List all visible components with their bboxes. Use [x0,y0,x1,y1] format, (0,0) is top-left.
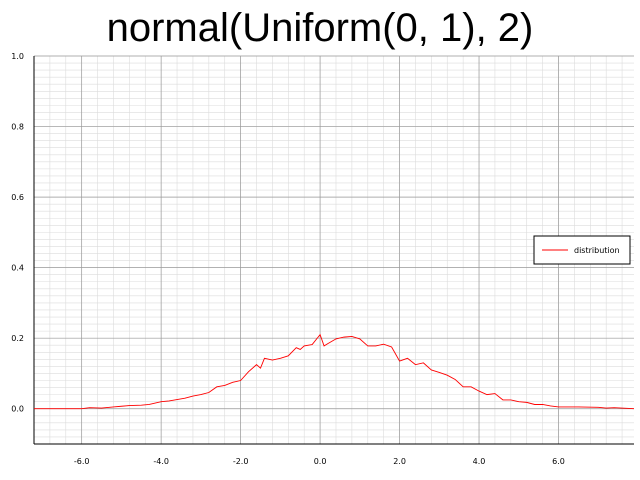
x-tick-label: 4.0 [473,457,486,466]
y-tick-label: 0.0 [11,405,24,414]
y-tick-label: 0.6 [11,193,24,202]
plot-series [34,333,635,410]
axes [33,56,634,445]
y-tick-label: 1.0 [11,52,24,61]
y-tick-label: 0.8 [11,123,24,132]
y-tick-label: 0.4 [11,264,24,273]
legend: distribution [533,235,631,265]
major-grid [34,55,634,444]
y-tick-label: 0.2 [11,334,24,343]
series-line-distribution [34,333,635,410]
x-tick-label: -6.0 [74,457,90,466]
tick-labels: -6.0 -4.0 -2.0 0.0 2.0 4.0 6.0 0.0 0.2 0.4 0.6 0.8 1… [11,52,565,466]
chart-title: normal(Uniform(0, 1), 2) [106,6,534,50]
x-tick-label: -2.0 [233,457,249,466]
legend-label: distribution [574,246,620,255]
x-tick-label: 0.0 [314,457,327,466]
x-tick-label: -4.0 [153,457,169,466]
x-tick-label: 2.0 [393,457,406,466]
x-tick-label: 6.0 [552,457,565,466]
